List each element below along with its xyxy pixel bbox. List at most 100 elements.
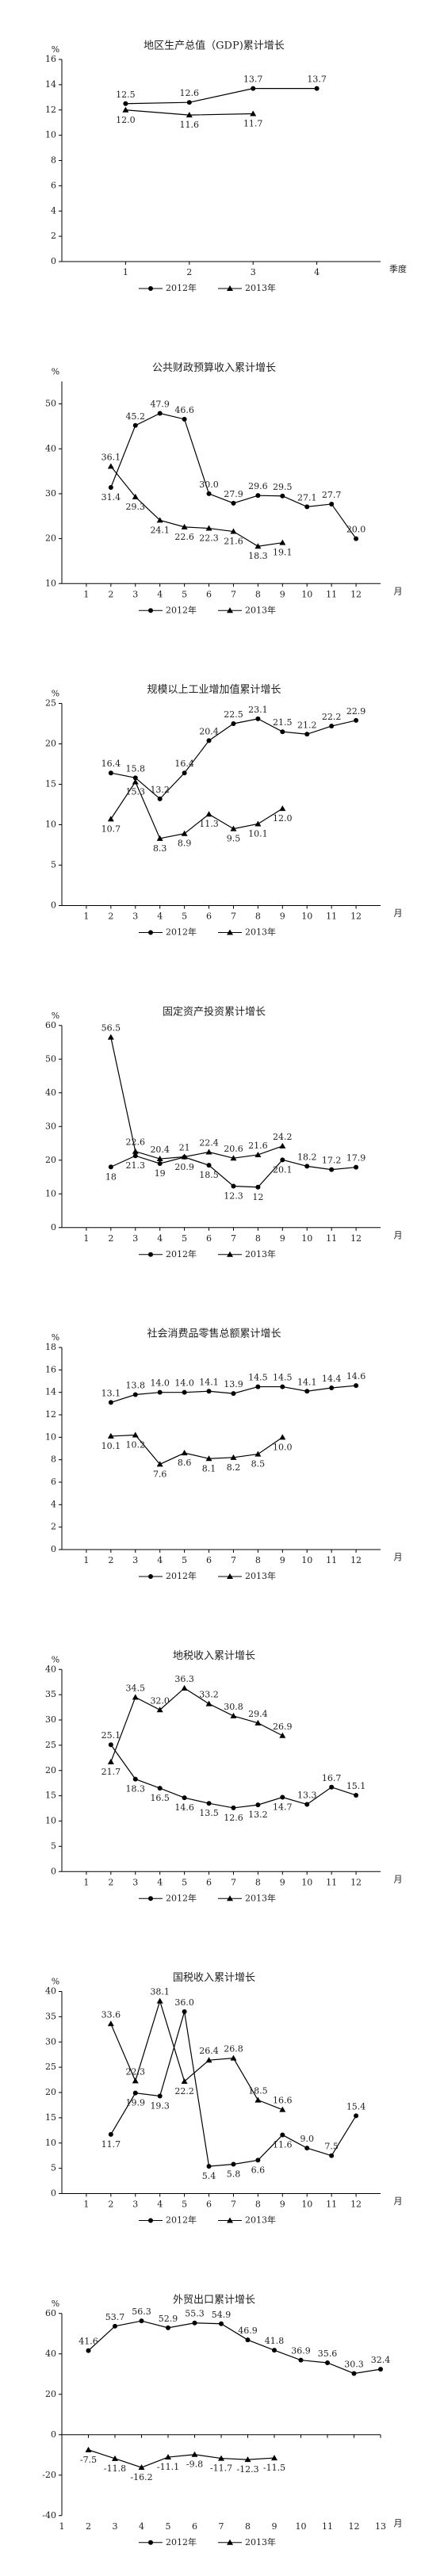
x-tick-label: 11 [326,2200,337,2210]
marker [205,1700,212,1707]
y-tick-label: -40 [42,2510,56,2521]
y-tick-label: 12 [45,1409,56,1420]
marker [280,1384,285,1389]
x-tick-label: 1 [123,267,128,277]
legend-marker [227,929,233,935]
marker [107,463,114,469]
value-label: 12.5 [116,90,136,100]
x-tick-label: 9 [280,1877,285,1887]
value-label: 26.4 [199,2046,219,2056]
marker [156,835,163,841]
marker [351,2371,357,2376]
marker [231,1391,236,1397]
x-tick-label: 11 [326,1555,337,1565]
value-label: 14.1 [199,1377,219,1387]
value-label: 15.1 [346,1781,366,1791]
value-label: 13.9 [224,1379,243,1389]
x-tick-label: 3 [251,267,256,277]
x-tick-label: 4 [139,2521,144,2532]
value-label: 16.7 [322,1773,342,1783]
y-tick-label: 15 [45,2112,56,2123]
x-tick-label: 10 [301,912,312,922]
marker [205,1148,212,1155]
value-label: 9.0 [300,2134,314,2144]
legend-marker [227,1895,233,1901]
marker [304,1802,310,1807]
value-label: 27.1 [297,492,317,503]
x-tick-label: 10 [296,2521,307,2532]
y-tick-label: 0 [51,1866,56,1876]
x-tick-label: 12 [350,1877,362,1887]
chart-title: 外贸出口累计增长 [173,2294,255,2306]
value-label: 16.4 [101,759,121,769]
marker [181,2077,188,2084]
legend-marker [148,930,153,935]
marker [157,1786,163,1791]
value-label: 21 [179,1143,190,1153]
marker [108,484,113,490]
legend-label: 2012年 [166,604,197,615]
marker [108,1400,113,1405]
value-label: 19.1 [273,548,293,558]
value-label: 20.4 [150,1145,170,1155]
marker [206,1389,212,1394]
value-label: 56.5 [101,1023,121,1034]
value-label: 11.7 [101,2139,121,2150]
marker [279,1732,286,1738]
x-axis-label: 月 [394,1230,403,1240]
x-tick-label: 6 [192,2521,197,2532]
value-label: 12.6 [180,88,200,98]
value-label: 46.6 [174,405,194,415]
x-tick-label: 2 [108,589,113,599]
y-tick-label: 2 [51,231,56,241]
chart-title: 固定资产投资累计增长 [163,1005,266,1018]
legend-marker [148,2540,153,2545]
x-tick-label: 8 [255,1877,261,1887]
x-axis-label: 月 [394,1874,403,1884]
value-label: 21.2 [297,720,317,730]
marker [205,811,212,817]
x-tick-label: 3 [132,589,138,599]
y-tick-label: 30 [45,488,56,499]
marker [166,2325,170,2330]
x-tick-label: 8 [255,589,261,599]
value-label: 8.2 [227,1462,241,1473]
x-tick-label: 1 [83,1877,89,1887]
value-label: 12.0 [116,115,136,125]
marker [231,1183,236,1189]
x-axis-label: 季度 [389,263,407,274]
value-label: 14.5 [248,1373,268,1383]
value-label: 46.9 [238,2326,258,2336]
marker [378,2367,383,2372]
value-label: 13.2 [248,1810,268,1820]
x-tick-label: 6 [206,2200,212,2210]
x-tick-label: 7 [231,2200,236,2210]
y-tick-label: 10 [45,1816,56,1826]
value-label: 21.6 [224,537,243,547]
value-label: 22.3 [126,2066,146,2077]
x-tick-label: 13 [375,2521,386,2532]
value-label: -11.5 [263,2463,285,2473]
marker [304,1389,310,1394]
x-tick-label: 2 [108,1877,113,1887]
marker [230,528,237,534]
marker [354,1164,359,1170]
x-tick-label: 11 [322,2521,333,2532]
x-tick-label: 1 [83,2200,89,2210]
marker [329,1167,335,1172]
value-label: 41.6 [78,2337,98,2347]
x-tick-label: 2 [108,2200,113,2210]
y-tick-label: 60 [45,1020,56,1030]
value-label: 20.4 [199,726,219,736]
x-tick-label: 3 [132,2200,138,2210]
marker [304,732,310,737]
value-label: 36.0 [174,1997,194,2008]
value-label: 7.5 [324,2142,339,2152]
y-tick-label: 40 [45,1986,56,1997]
value-label: 25.1 [101,1730,121,1741]
x-tick-label: 4 [314,267,320,277]
x-tick-label: 11 [326,912,337,922]
marker [156,1997,163,2004]
legend-label: 2012年 [166,927,197,938]
